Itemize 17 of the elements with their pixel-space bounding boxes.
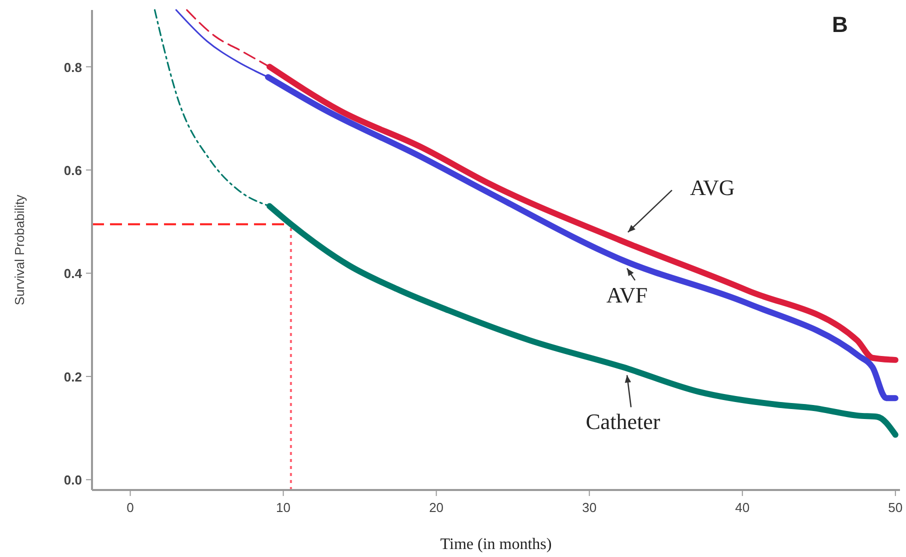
text: AVG [690, 175, 735, 200]
x-tick-label: 40 [735, 500, 750, 515]
x-tick-label: 30 [582, 500, 597, 515]
series-label: Catheter [586, 409, 661, 434]
y-tick-label: 0.4 [64, 266, 83, 282]
x-tick-label: 10 [276, 500, 291, 515]
x-tick-label: 50 [888, 500, 903, 515]
x-axis-title: Time (in months) [440, 536, 552, 553]
series-label: AVF [606, 282, 648, 308]
y-tick-label: 0.6 [64, 163, 82, 178]
x-tick-label: 20 [429, 500, 444, 515]
y-tick-label: 0.0 [64, 472, 82, 488]
y-tick-label: 0.2 [64, 369, 82, 384]
x-tick-label: 0 [126, 500, 134, 515]
y-axis-title: Survival Probability [12, 194, 27, 306]
y-tick-label: 0.8 [64, 60, 82, 75]
annotation: B [832, 12, 848, 37]
